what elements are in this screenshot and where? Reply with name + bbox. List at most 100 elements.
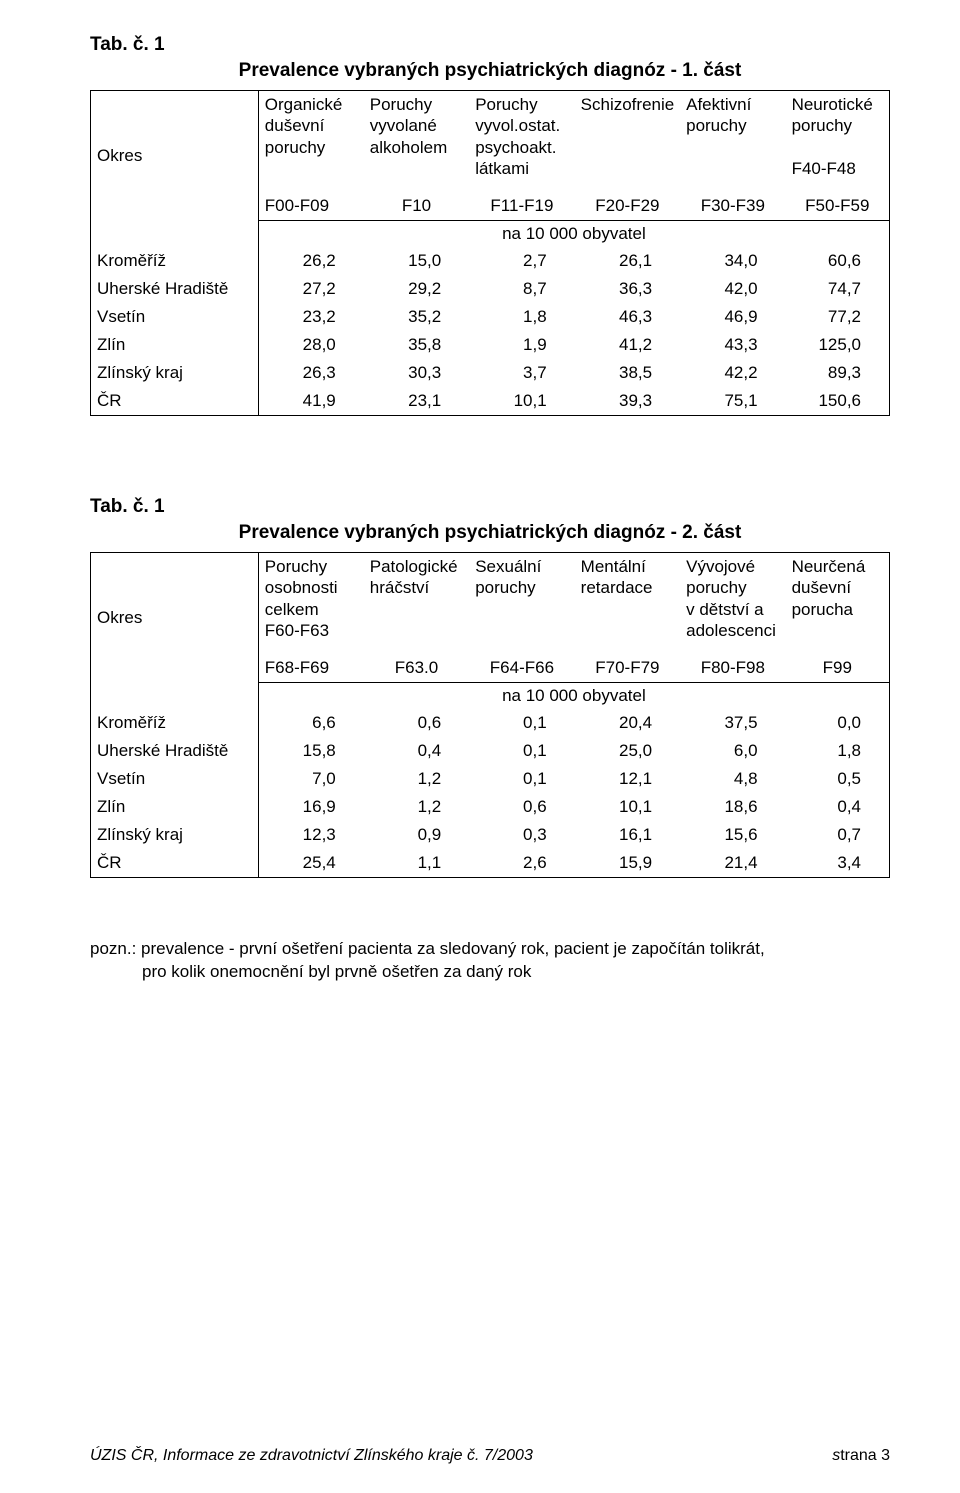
cell: 12,3 [258,821,363,849]
cell: 6,0 [680,737,785,765]
cell: 46,3 [575,303,680,331]
row-label: Kroměříž [91,247,259,275]
col-header: Sexuálníporuchy [469,553,574,645]
cell: 21,4 [680,849,785,878]
col-header: NeuroticképoruchyF40-F48 [786,91,890,183]
table-row: Vsetín 23,2 35,2 1,8 46,3 46,9 77,2 [91,303,890,331]
table-row: ČR 41,9 23,1 10,1 39,3 75,1 150,6 [91,387,890,416]
cell: 27,2 [258,275,363,303]
cell: 125,0 [786,331,890,359]
row-label: ČR [91,849,259,878]
code-cell: F50-F59 [786,182,890,221]
cell: 6,6 [258,709,363,737]
footer-left: ÚZIS ČR, Informace ze zdravotnictví Zlín… [90,1447,533,1465]
col-header: Neurčenáduševníporucha [786,553,890,645]
col-header: Organickéduševníporuchy [258,91,363,183]
table-row: ČR 25,4 1,1 2,6 15,9 21,4 3,4 [91,849,890,878]
cell: 39,3 [575,387,680,416]
table-row: Zlín 28,0 35,8 1,9 41,2 43,3 125,0 [91,331,890,359]
cell: 15,9 [575,849,680,878]
cell: 60,6 [786,247,890,275]
table1-unit-row: na 10 000 obyvatel [91,221,890,248]
cell: 15,6 [680,821,785,849]
cell: 2,7 [469,247,574,275]
row-label: Uherské Hradiště [91,737,259,765]
cell: 1,9 [469,331,574,359]
cell: 7,0 [258,765,363,793]
code-cell: F10 [364,182,469,221]
code-cell: F70-F79 [575,644,680,683]
cell: 35,8 [364,331,469,359]
footnote: pozn.: prevalence - první ošetření pacie… [90,938,890,984]
cell: 1,8 [786,737,890,765]
code-cell: F99 [786,644,890,683]
code-cell: F30-F39 [680,182,785,221]
cell: 0,4 [786,793,890,821]
cell: 30,3 [364,359,469,387]
cell: 34,0 [680,247,785,275]
table-row: Zlínský kraj 26,3 30,3 3,7 38,5 42,2 89,… [91,359,890,387]
cell: 2,6 [469,849,574,878]
col-header: Patologickéhráčství [364,553,469,645]
col-header: Poruchyvyvolanéalkoholem [364,91,469,183]
cell: 3,4 [786,849,890,878]
cell: 0,1 [469,737,574,765]
cell: 0,9 [364,821,469,849]
cell: 12,1 [575,765,680,793]
cell: 26,3 [258,359,363,387]
table1-header-row: Okres Organickéduševníporuchy Poruchyvyv… [91,91,890,183]
cell: 23,1 [364,387,469,416]
table-row: Zlín 16,9 1,2 0,6 10,1 18,6 0,4 [91,793,890,821]
row-label: ČR [91,387,259,416]
table1-caption: Tab. č. 1 [90,34,890,56]
code-cell: F00-F09 [258,182,363,221]
cell: 4,8 [680,765,785,793]
row-label: Zlín [91,793,259,821]
cell: 0,6 [469,793,574,821]
unit-label: na 10 000 obyvatel [258,683,889,710]
cell: 36,3 [575,275,680,303]
code-cell: F80-F98 [680,644,785,683]
cell: 42,2 [680,359,785,387]
cell: 20,4 [575,709,680,737]
cell: 23,2 [258,303,363,331]
cell: 28,0 [258,331,363,359]
cell: 0,4 [364,737,469,765]
col-header: PoruchyosobnosticelkemF60-F63 [258,553,363,645]
table-row: Uherské Hradiště 15,8 0,4 0,1 25,0 6,0 1… [91,737,890,765]
cell: 38,5 [575,359,680,387]
cell: 3,7 [469,359,574,387]
page-footer: ÚZIS ČR, Informace ze zdravotnictví Zlín… [90,1447,890,1465]
cell: 29,2 [364,275,469,303]
code-cell: F63.0 [364,644,469,683]
table2-caption: Tab. č. 1 [90,496,890,518]
col-header: Mentálníretardace [575,553,680,645]
table-row: Vsetín 7,0 1,2 0,1 12,1 4,8 0,5 [91,765,890,793]
cell: 0,7 [786,821,890,849]
cell: 16,9 [258,793,363,821]
cell: 150,6 [786,387,890,416]
code-cell: F64-F66 [469,644,574,683]
cell: 42,0 [680,275,785,303]
row-label: Kroměříž [91,709,259,737]
code-cell: F11-F19 [469,182,574,221]
cell: 74,7 [786,275,890,303]
col-header: Vývojovéporuchyv dětství aadolescenci [680,553,785,645]
cell: 41,2 [575,331,680,359]
cell: 0,6 [364,709,469,737]
row-label: Zlínský kraj [91,821,259,849]
unit-label: na 10 000 obyvatel [258,221,889,248]
row-label: Uherské Hradiště [91,275,259,303]
cell: 15,0 [364,247,469,275]
cell: 26,1 [575,247,680,275]
cell: 41,9 [258,387,363,416]
cell: 10,1 [575,793,680,821]
cell: 0,5 [786,765,890,793]
cell: 0,3 [469,821,574,849]
table1-title: Prevalence vybraných psychiatrických dia… [90,60,890,82]
cell: 15,8 [258,737,363,765]
col-header-okres: Okres [91,91,259,221]
footnote-line2: pro kolik onemocnění byl prvně ošetřen z… [90,961,890,984]
cell: 77,2 [786,303,890,331]
col-header: Afektivníporuchy [680,91,785,183]
